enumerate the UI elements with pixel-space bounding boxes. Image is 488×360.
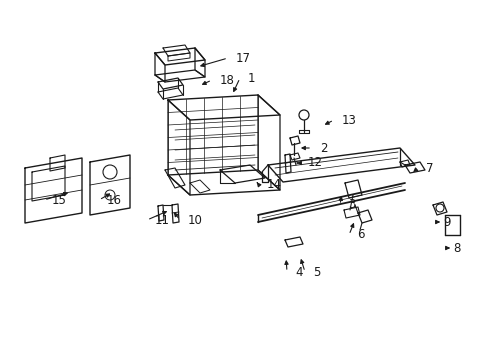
Text: 2: 2: [319, 141, 327, 154]
Text: 13: 13: [341, 113, 356, 126]
Text: 3: 3: [347, 198, 355, 211]
Text: 4: 4: [294, 266, 302, 279]
Text: 9: 9: [442, 216, 449, 229]
Text: 18: 18: [220, 73, 234, 86]
Text: 15: 15: [52, 194, 67, 207]
Text: 14: 14: [266, 179, 282, 192]
Text: 10: 10: [187, 213, 203, 226]
Text: 8: 8: [452, 242, 459, 255]
Text: 5: 5: [312, 266, 320, 279]
Text: 7: 7: [425, 162, 433, 175]
Text: 17: 17: [236, 51, 250, 64]
Text: 16: 16: [107, 194, 122, 207]
Text: 12: 12: [307, 157, 323, 170]
Text: 1: 1: [247, 72, 255, 85]
Text: 6: 6: [356, 229, 364, 242]
Text: 11: 11: [155, 213, 170, 226]
